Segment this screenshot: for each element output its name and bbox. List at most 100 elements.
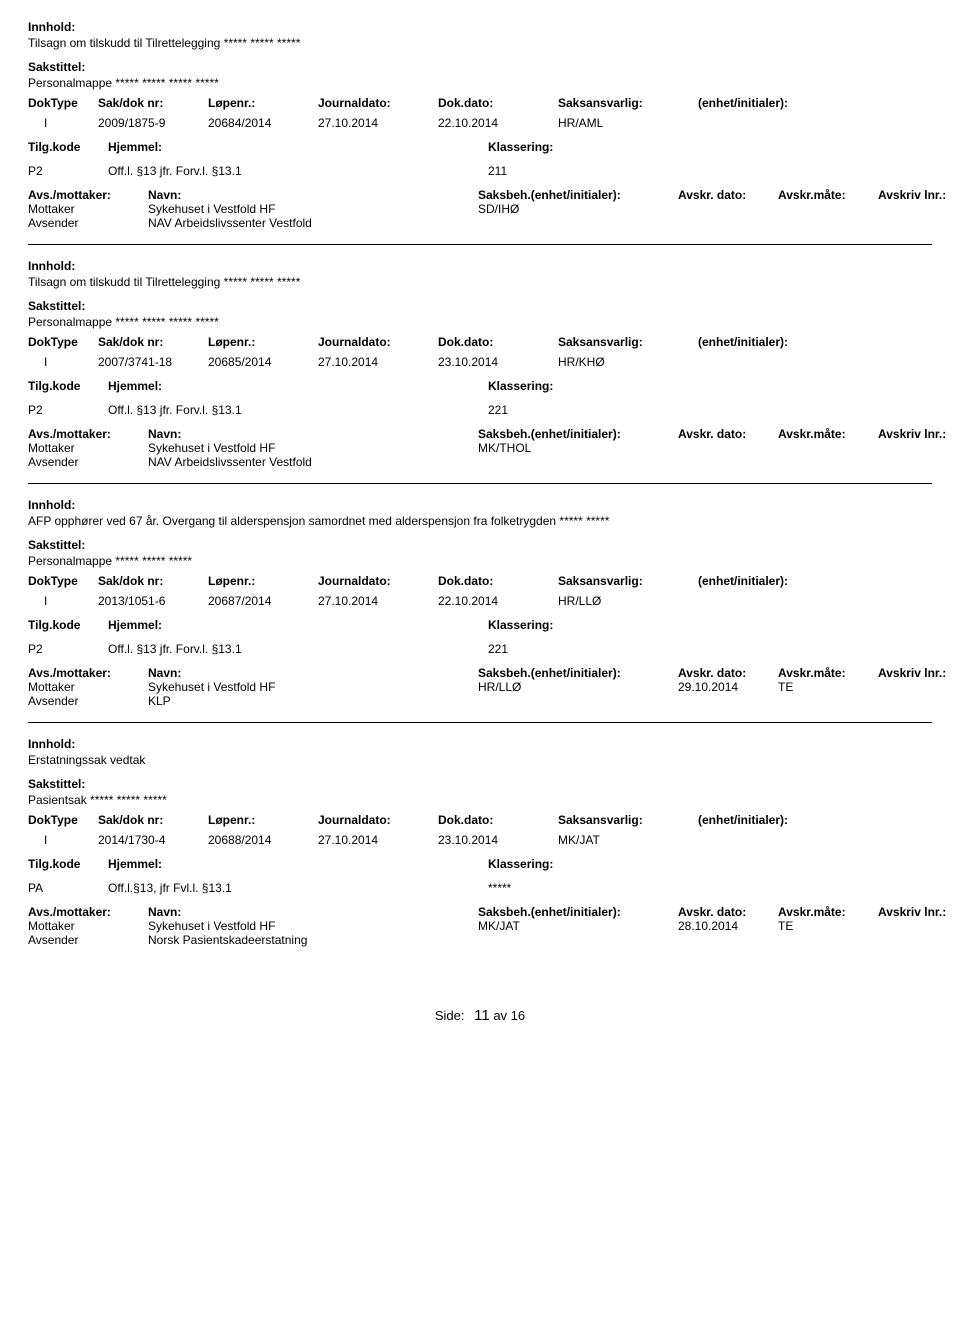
avskrmate-value [778,441,878,455]
dokdato-value: 22.10.2014 [438,116,558,130]
lopenr-value: 20685/2014 [208,355,318,369]
saksansvarlig-value: MK/JAT [558,833,698,847]
doktype-header: DokType [28,96,98,110]
innhold-value: AFP opphører ved 67 år. Overgang til ald… [28,514,932,528]
tilgkode-header: Tilg.kode [28,140,108,154]
klassering-header: Klassering: [488,379,778,393]
saksbeh-header: Saksbeh.(enhet/initialer): [478,905,678,919]
tilgkode-value: P2 [28,642,108,656]
sakstittel-value: Personalmappe ***** ***** ***** [28,554,932,568]
enhetinitialer-header: (enhet/initialer): [698,813,848,827]
tilg-headers: Tilg.kode Hjemmel: Klassering: [28,857,932,871]
navn-header: Navn: [148,666,478,680]
meta-values: I 2013/1051-6 20687/2014 27.10.2014 22.1… [28,594,932,608]
dokdato-value: 22.10.2014 [438,594,558,608]
doktype-header: DokType [28,813,98,827]
innhold-label: Innhold: [28,20,932,34]
hjemmel-value: Off.l. §13 jfr. Forv.l. §13.1 [108,403,488,417]
tilgkode-header: Tilg.kode [28,618,108,632]
doktype-value: I [28,833,98,847]
tilg-values: P2 Off.l. §13 jfr. Forv.l. §13.1 211 [28,164,932,178]
avskrmate-value: TE [778,680,878,694]
record: Innhold: Erstatningssak vedtak Sakstitte… [28,737,932,947]
avskrmate-header: Avskr.måte: [778,427,878,441]
avs-headers: Avs./mottaker: Navn: Saksbeh.(enhet/init… [28,427,932,441]
enhetinitialer-header: (enhet/initialer): [698,96,848,110]
mottaker-navn: Sykehuset i Vestfold HF [148,680,478,694]
sakstittel-label: Sakstittel: [28,538,932,552]
tilg-values: P2 Off.l. §13 jfr. Forv.l. §13.1 221 [28,642,932,656]
avsender-row: Avsender NAV Arbeidslivssenter Vestfold [28,216,932,230]
lopenr-value: 20688/2014 [208,833,318,847]
sakdoknr-header: Sak/dok nr: [98,335,208,349]
saksbeh-value: MK/JAT [478,919,678,933]
avskrivlnr-header: Avskriv lnr.: [878,427,960,441]
doktype-header: DokType [28,335,98,349]
saksbeh-header: Saksbeh.(enhet/initialer): [478,188,678,202]
avskrivlnr-header: Avskriv lnr.: [878,666,960,680]
saksansvarlig-header: Saksansvarlig: [558,574,698,588]
avskrdato-value: 28.10.2014 [678,919,778,933]
avskrdato-header: Avskr. dato: [678,905,778,919]
journaldato-header: Journaldato: [318,813,438,827]
innhold-label: Innhold: [28,498,932,512]
saksansvarlig-value: HR/LLØ [558,594,698,608]
avsender-label: Avsender [28,216,148,230]
mottaker-navn: Sykehuset i Vestfold HF [148,919,478,933]
avskrmate-header: Avskr.måte: [778,666,878,680]
meta-headers: DokType Sak/dok nr: Løpenr.: Journaldato… [28,335,932,349]
mottaker-row: Mottaker Sykehuset i Vestfold HF SD/IHØ [28,202,932,216]
sakstittel-value: Personalmappe ***** ***** ***** ***** [28,315,932,329]
sakdoknr-value: 2009/1875-9 [98,116,208,130]
avskrivlnr-value [878,919,960,933]
avsmottaker-header: Avs./mottaker: [28,666,148,680]
enhetinitialer-value [698,355,848,369]
mottaker-navn: Sykehuset i Vestfold HF [148,202,478,216]
doktype-value: I [28,355,98,369]
page-footer: Side: 11 av 16 [28,1007,932,1024]
avsmottaker-header: Avs./mottaker: [28,905,148,919]
sakstittel-value: Pasientsak ***** ***** ***** [28,793,932,807]
journaldato-header: Journaldato: [318,574,438,588]
lopenr-value: 20684/2014 [208,116,318,130]
footer-total: 16 [511,1008,525,1023]
dokdato-value: 23.10.2014 [438,355,558,369]
avsmottaker-header: Avs./mottaker: [28,188,148,202]
avskrdato-value [678,441,778,455]
enhetinitialer-header: (enhet/initialer): [698,574,848,588]
mottaker-row: Mottaker Sykehuset i Vestfold HF MK/THOL [28,441,932,455]
avskrdato-header: Avskr. dato: [678,188,778,202]
enhetinitialer-value [698,594,848,608]
hjemmel-header: Hjemmel: [108,140,488,154]
journaldato-value: 27.10.2014 [318,594,438,608]
saksansvarlig-header: Saksansvarlig: [558,335,698,349]
tilg-headers: Tilg.kode Hjemmel: Klassering: [28,140,932,154]
footer-side-label: Side: [435,1008,465,1023]
avskrivlnr-header: Avskriv lnr.: [878,188,960,202]
record: Innhold: AFP opphører ved 67 år. Overgan… [28,498,932,723]
tilgkode-value: PA [28,881,108,895]
avsender-navn: NAV Arbeidslivssenter Vestfold [148,216,478,230]
innhold-value: Tilsagn om tilskudd til Tilrettelegging … [28,275,932,289]
lopenr-value: 20687/2014 [208,594,318,608]
avsender-row: Avsender Norsk Pasientskadeerstatning [28,933,932,947]
avskrivlnr-value [878,680,960,694]
avs-headers: Avs./mottaker: Navn: Saksbeh.(enhet/init… [28,905,932,919]
saksbeh-header: Saksbeh.(enhet/initialer): [478,427,678,441]
avs-headers: Avs./mottaker: Navn: Saksbeh.(enhet/init… [28,188,932,202]
sakdoknr-header: Sak/dok nr: [98,96,208,110]
mottaker-label: Mottaker [28,680,148,694]
mottaker-label: Mottaker [28,919,148,933]
hjemmel-header: Hjemmel: [108,379,488,393]
avsender-navn: KLP [148,694,478,708]
saksbeh-value: MK/THOL [478,441,678,455]
meta-headers: DokType Sak/dok nr: Løpenr.: Journaldato… [28,574,932,588]
mottaker-label: Mottaker [28,441,148,455]
avskrivlnr-value [878,441,960,455]
meta-values: I 2007/3741-18 20685/2014 27.10.2014 23.… [28,355,932,369]
avskrdato-value: 29.10.2014 [678,680,778,694]
journaldato-header: Journaldato: [318,335,438,349]
footer-page-num: 11 [474,1007,490,1024]
lopenr-header: Løpenr.: [208,813,318,827]
klassering-value: 221 [488,642,778,656]
